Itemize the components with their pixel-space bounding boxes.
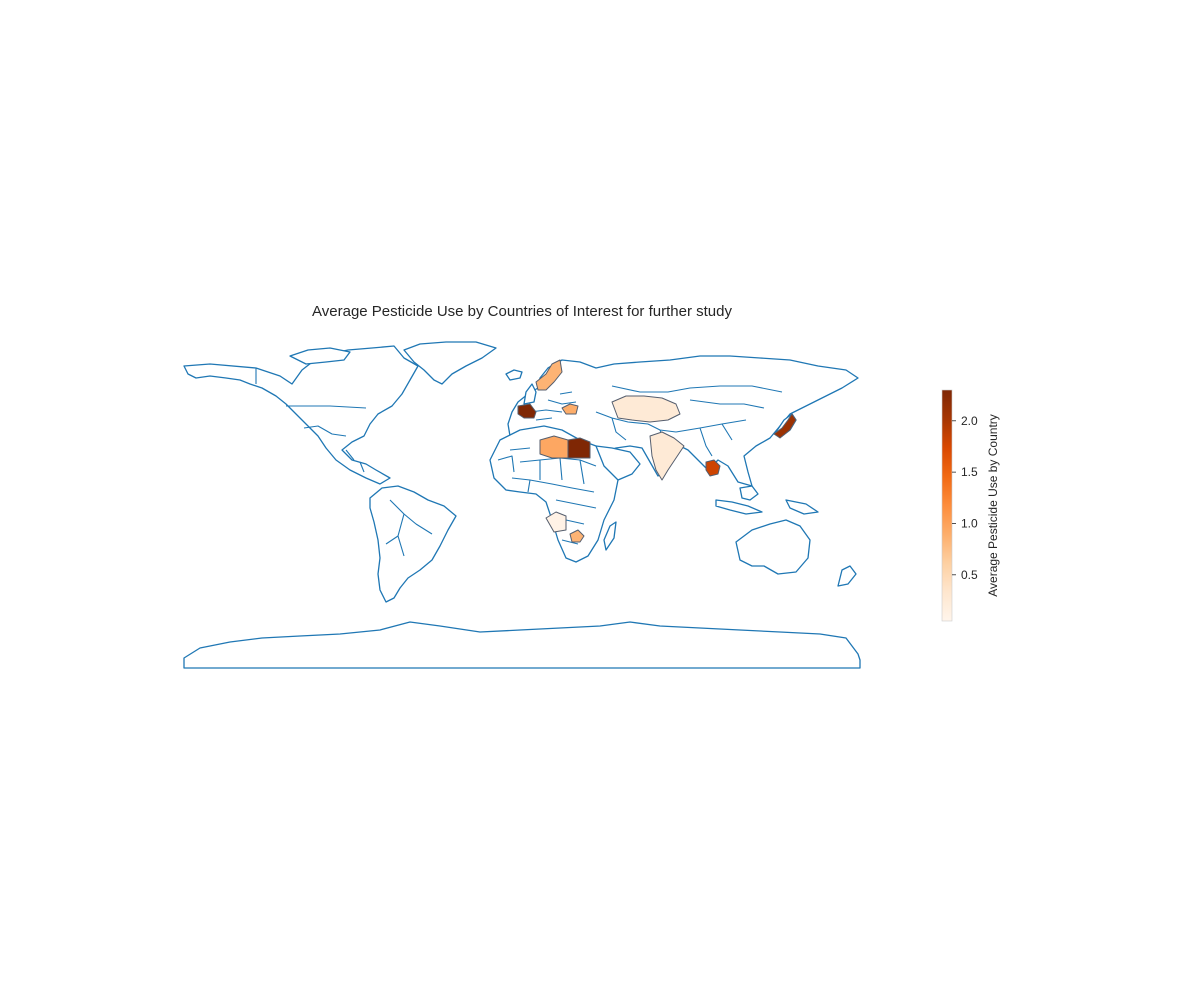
greenland-landmass — [403, 341, 497, 385]
colorbar-tick-label: 1.5 — [961, 465, 978, 479]
world-map — [183, 341, 861, 669]
region-zimbabwe — [569, 529, 585, 543]
region-hungary — [561, 403, 579, 415]
antarctica-landmass — [183, 621, 861, 669]
region-kazakhstan — [611, 395, 681, 423]
south-america-borders — [385, 499, 433, 557]
colorbar-label: Average Pesticide Use by Country — [986, 414, 1000, 597]
new-zealand-landmass — [837, 565, 857, 587]
us-canada-border — [286, 405, 367, 409]
madagascar-landmass — [603, 521, 617, 551]
western-sahara-border — [497, 455, 515, 473]
russia-china-border — [689, 399, 765, 409]
iceland-landmass — [505, 369, 523, 381]
us-mexico-border — [303, 425, 347, 437]
australia-landmass — [735, 519, 811, 575]
colorbar: 0.5 1.0 1.5 2.0 Average Pesticide Use by Co… — [941, 389, 1000, 622]
colorbar-tick-label: 0.5 — [961, 568, 978, 582]
map-title: Average Pesticide Use by Countries of In… — [312, 303, 732, 320]
region-thailand — [705, 459, 721, 477]
region-japan — [773, 413, 797, 439]
region-italy — [517, 403, 537, 419]
indonesia-landmass — [715, 499, 763, 515]
new-guinea-landmass — [785, 499, 819, 515]
region-dr-congo — [545, 511, 567, 533]
colorbar-tick-label: 2.0 — [961, 414, 978, 428]
borneo-landmass — [739, 485, 759, 501]
africa-landmass — [489, 425, 619, 563]
colorbar-ticks: 0.5 1.0 1.5 2.0 — [952, 414, 978, 582]
north-america-landmass — [183, 345, 419, 485]
region-egypt — [567, 437, 591, 459]
colorbar-tick-label: 1.0 — [961, 516, 978, 530]
colorbar-gradient — [941, 389, 953, 622]
region-sweden — [535, 359, 563, 391]
uk-landmass — [523, 383, 537, 405]
south-america-landmass — [369, 485, 457, 603]
region-india — [649, 431, 685, 481]
region-libya — [539, 435, 571, 459]
europe-borders — [529, 391, 577, 421]
central-america-borders — [345, 449, 365, 473]
arctic-islands-landmass — [289, 347, 351, 365]
